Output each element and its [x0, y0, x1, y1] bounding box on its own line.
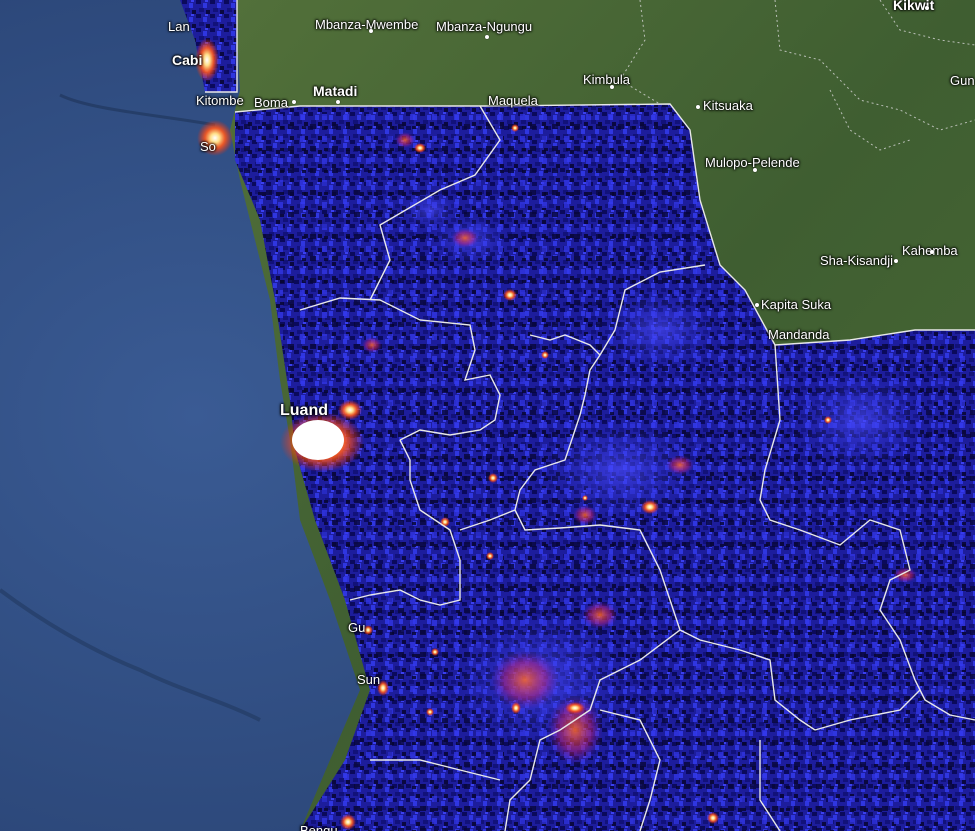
province-borders	[619, 0, 975, 151]
place-label: Gu	[348, 620, 366, 635]
place-label: Maquela	[488, 93, 538, 108]
place-label: Luand	[280, 402, 328, 419]
place-label: So	[200, 139, 216, 154]
place-label: Mbanza-Ngungu	[436, 19, 533, 34]
place-marker-dot	[292, 100, 296, 104]
place-marker-dot	[925, 6, 929, 10]
place-label: Boma	[254, 95, 288, 110]
place-label: Kikwit	[893, 0, 935, 13]
place-label: Mandanda	[768, 327, 830, 342]
light-intensity-overlay	[180, 0, 975, 831]
place-label: Mbanza-Mwembe	[315, 17, 419, 32]
place-label: Kitsuaka	[703, 98, 753, 113]
place-marker-dot	[336, 100, 340, 104]
place-label: Gun	[950, 73, 975, 88]
place-label: Matadi	[313, 83, 358, 99]
place-marker-dot	[930, 250, 934, 254]
place-marker-dot	[696, 105, 700, 109]
place-label: Cabi	[172, 52, 203, 68]
place-marker-dot	[369, 29, 373, 33]
place-marker-dot	[894, 259, 898, 263]
place-label: Mulopo-Pelende	[705, 155, 800, 170]
place-label: Bengu	[300, 823, 338, 831]
place-marker-dot	[755, 303, 759, 307]
place-marker-dot	[753, 168, 757, 172]
place-label: Kitombe	[196, 93, 244, 108]
place-label: Kahemba	[902, 243, 958, 258]
place-label: Kapita Suka	[761, 297, 832, 312]
place-marker-dot	[610, 85, 614, 89]
place-label: Kimbula	[583, 72, 630, 87]
place-label: Sun	[357, 672, 381, 687]
place-label: Lan	[168, 19, 190, 34]
place-label: Sha-Kisandji	[820, 253, 893, 268]
admin-borders	[205, 0, 975, 831]
place-marker-dot	[485, 35, 489, 39]
